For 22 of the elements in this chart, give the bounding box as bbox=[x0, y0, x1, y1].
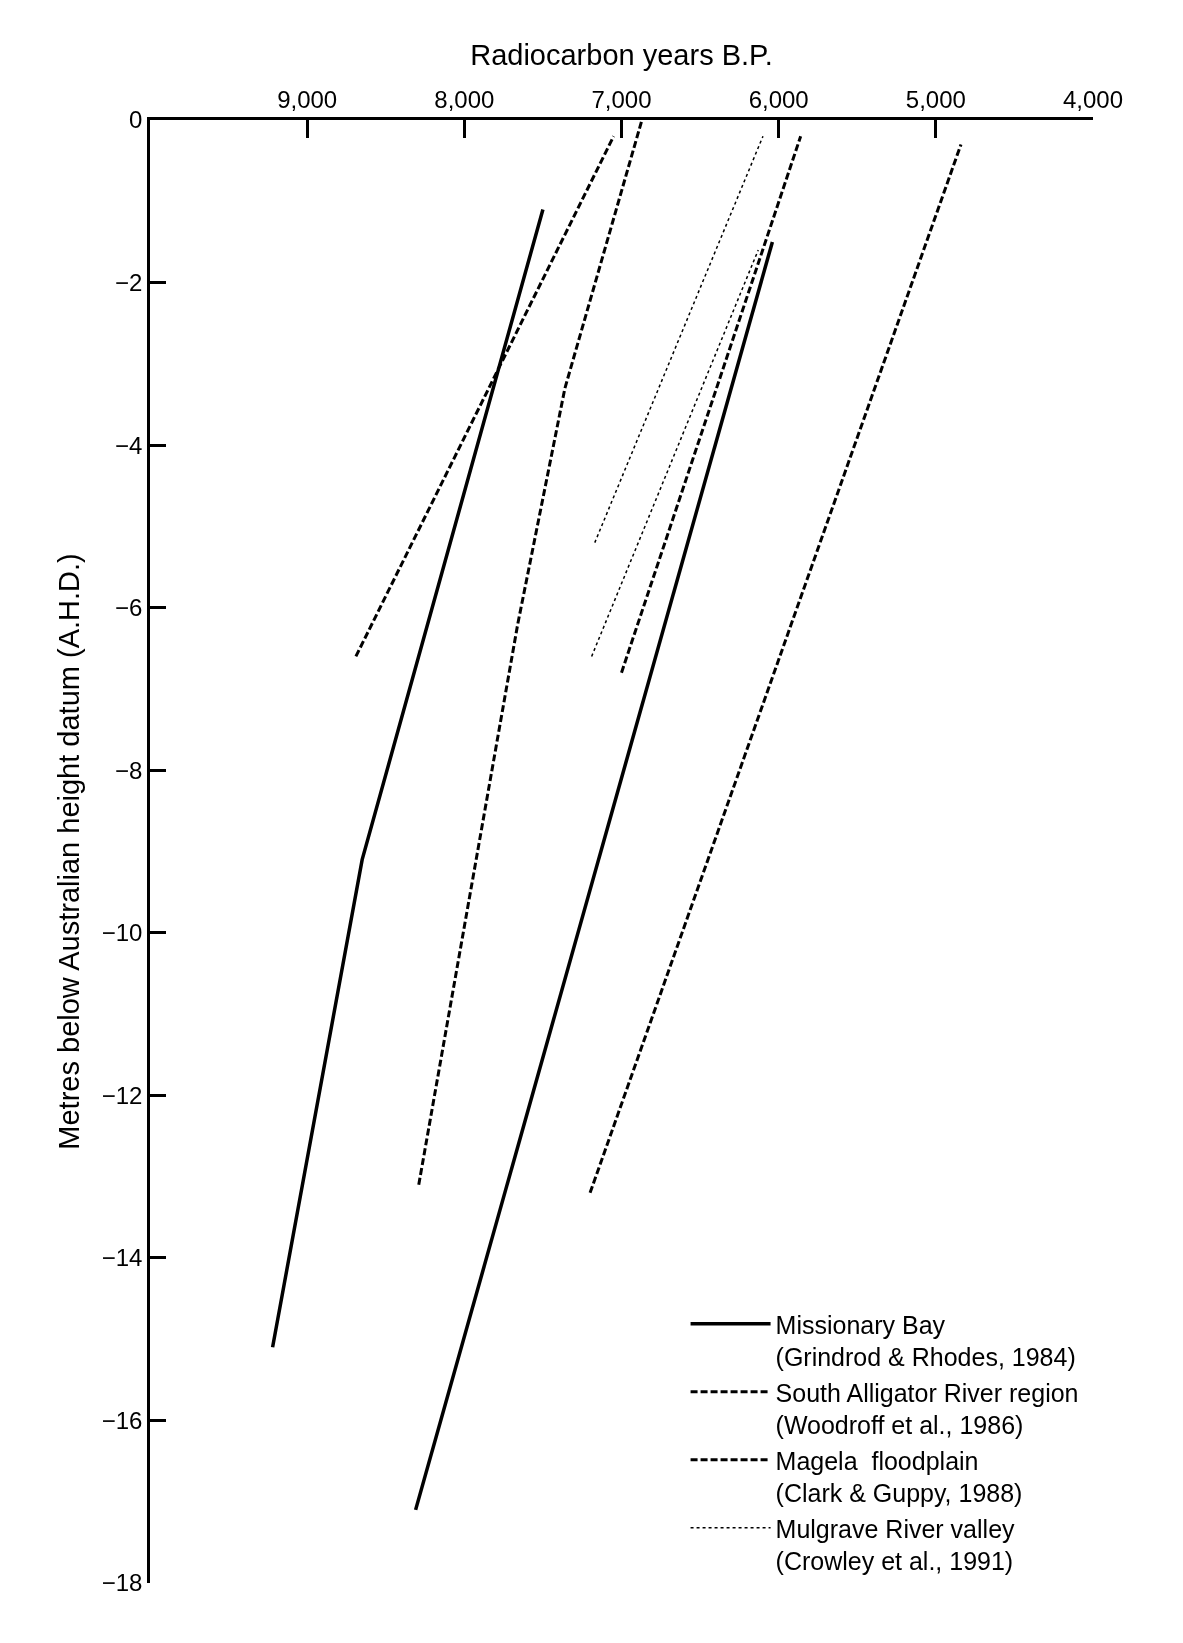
y-tick-label: −2 bbox=[115, 268, 143, 296]
y-tick-label: 0 bbox=[129, 106, 143, 134]
x-tick-label: 7,000 bbox=[591, 85, 652, 113]
y-tick-label: −18 bbox=[101, 1569, 143, 1597]
legend-label: Missionary Bay (Grindrod & Rhodes, 1984) bbox=[775, 1310, 1076, 1371]
legend-label: South Alligator River region (Woodroff et al., 1986) bbox=[775, 1378, 1079, 1439]
legend-label: Magela floodplain (Clark & Guppy, 1988) bbox=[775, 1446, 1023, 1507]
y-tick-label: −10 bbox=[101, 919, 143, 947]
x-tick-label: 8,000 bbox=[434, 85, 495, 113]
y-tick-label: −4 bbox=[115, 431, 143, 459]
y-tick-label: −14 bbox=[101, 1244, 143, 1272]
x-axis-title: Radiocarbon years B.P. bbox=[470, 39, 773, 71]
x-tick-label: 5,000 bbox=[905, 85, 966, 113]
y-tick-label: −6 bbox=[115, 594, 143, 622]
y-axis-title: Metres below Australian height datum (A.H.D.) bbox=[53, 553, 86, 1150]
x-tick-label: 4,000 bbox=[1062, 85, 1124, 113]
x-tick-label: 9,000 bbox=[277, 85, 338, 113]
legend-label: Mulgrave River valley (Crowley et al., 1991) bbox=[775, 1514, 1016, 1575]
y-tick-label: −12 bbox=[101, 1081, 143, 1109]
y-tick-label: −8 bbox=[115, 756, 143, 784]
y-tick-label: −16 bbox=[101, 1406, 143, 1434]
x-tick-label: 6,000 bbox=[748, 85, 809, 113]
